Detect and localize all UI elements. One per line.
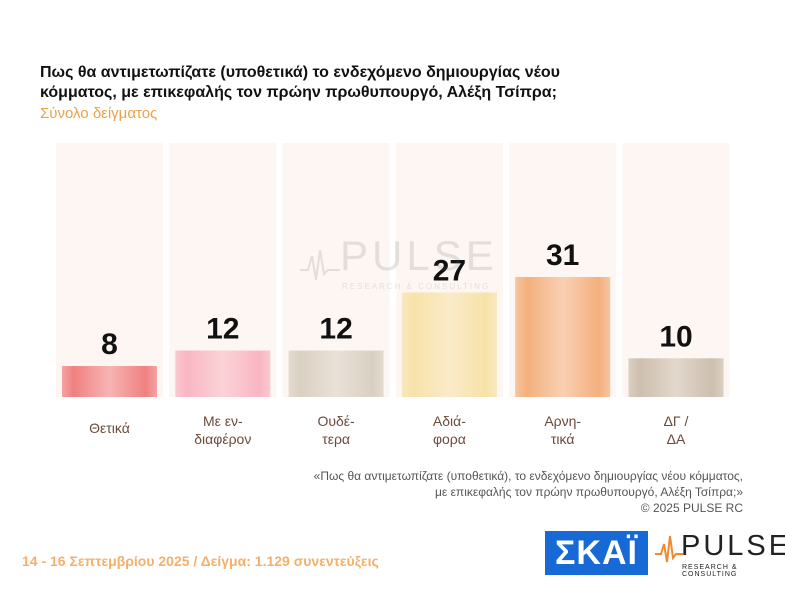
chart-subtitle: Σύνολο δείγματος: [40, 105, 158, 122]
pulse-logo-subtitle: RESEARCH & CONSULTING: [682, 564, 738, 578]
bar-1: [175, 350, 271, 397]
bar-0: [62, 366, 157, 397]
bar-value-label-1: 12: [206, 313, 239, 346]
skai-logo: ΣΚΑΪ: [545, 531, 648, 575]
quote-line-2: με επικεφαλής τον πρώην πρωθυπουργό, Αλέ…: [434, 485, 743, 499]
bar-value-label-4: 31: [546, 239, 579, 272]
bar-4: [515, 277, 611, 397]
category-label-5: ΔΓ / ΔΑ: [664, 413, 689, 447]
pulse-logo-wave-icon: [655, 535, 683, 563]
bar-value-label-2: 12: [319, 313, 352, 346]
copyright: © 2025 PULSE RC: [640, 501, 743, 515]
category-label-4: Αρνη-τικά: [544, 413, 581, 447]
pulse-logo: PULSE RESEARCH & CONSULTING: [655, 528, 785, 580]
category-label-3: Αδιά-φορα: [433, 413, 466, 447]
bar-background-5: [622, 143, 730, 397]
bar-value-label-0: 8: [101, 328, 118, 361]
category-label-0: Θετικά: [89, 420, 130, 436]
bar-value-label-3: 27: [433, 255, 466, 288]
fieldwork-info: 14 - 16 Σεπτεμβρίου 2025 / Δείγμα: 1.129…: [22, 553, 379, 569]
bar-2: [288, 350, 384, 397]
quote-line-1: «Πως θα αντιμετωπίζατε (υποθετικά), το ε…: [313, 469, 743, 483]
category-label-1: Με εν-διαφέρον: [194, 413, 251, 447]
pulse-logo-word: PULSE: [681, 530, 785, 562]
chart-title: Πως θα αντιμετωπίζατε (υποθετικά) το ενδ…: [40, 64, 560, 101]
bar-value-label-5: 10: [659, 320, 692, 353]
question-quote: «Πως θα αντιμετωπίζατε (υποθετικά), το ε…: [243, 468, 743, 516]
bar-chart: 8 Θετικά 12 Με εν-διαφέρον 12 Ουδέ-τερα 27 Αδιά…: [56, 143, 730, 447]
bar-3: [401, 292, 497, 397]
category-label-2: Ουδέ-τερα: [317, 413, 355, 447]
bar-5: [628, 358, 724, 397]
bar-background-0: [56, 143, 163, 397]
